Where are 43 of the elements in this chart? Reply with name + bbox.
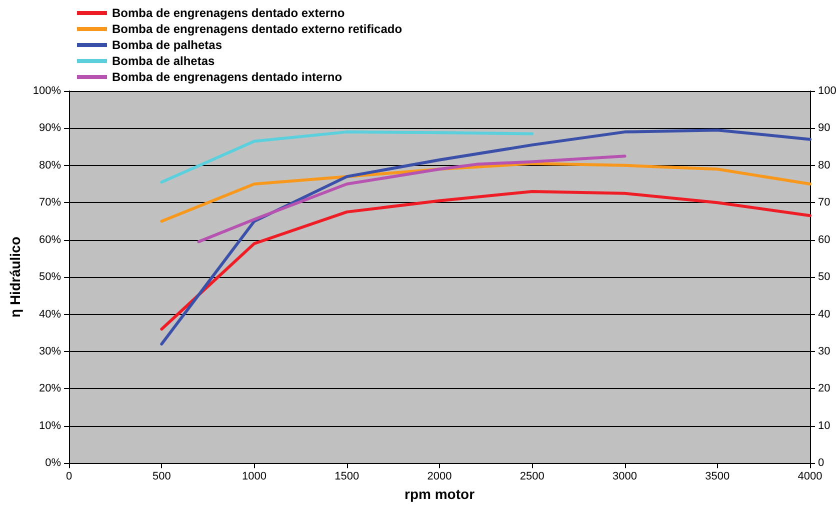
y2-tick-label: 0 <box>818 457 824 470</box>
x-tick-label: 500 <box>152 470 171 483</box>
x-tick-label: 1500 <box>334 470 360 483</box>
legend-label: Bomba de alhetas <box>112 54 216 68</box>
x-tick-label: 2000 <box>427 470 452 483</box>
x-tick-label: 3000 <box>612 470 637 483</box>
x-tick-label: 3500 <box>705 470 730 483</box>
legend-label: Bomba de engrenagens dentado externo <box>112 6 345 20</box>
line-series <box>197 154 626 244</box>
y2-tick-label: 40 <box>818 308 830 320</box>
line-series <box>160 190 812 331</box>
y2-tick-label: 50 <box>818 271 830 284</box>
x-tick-label: 2500 <box>520 470 544 483</box>
legend-label: Bomba de palhetas <box>112 38 222 52</box>
y2-tick-label: 80 <box>818 159 830 172</box>
line-series <box>160 162 812 223</box>
legend-label: Bomba de engrenagens dentado interno <box>112 70 342 84</box>
x-tick-label: 1000 <box>242 470 267 483</box>
y-tick-label: 100% <box>32 85 62 97</box>
y2-tick-label: 10 <box>818 420 830 432</box>
line-series <box>160 130 534 184</box>
x-axis-title: rpm motor <box>404 486 476 502</box>
y2-tick-label: 20 <box>818 382 830 395</box>
y2-tick-label: 100 <box>818 85 836 97</box>
y-tick-label: 70% <box>39 196 62 209</box>
y2-tick-label: 90 <box>818 122 830 134</box>
line-series <box>160 128 812 346</box>
y-axis-title: η Hidráulico <box>7 236 23 318</box>
y-tick-label: 90% <box>39 122 62 134</box>
y-tick-label: 40% <box>39 308 62 320</box>
y2-tick-label: 60 <box>818 234 830 246</box>
y-tick-label: 50% <box>39 271 62 284</box>
y2-tick-label: 70 <box>818 196 830 209</box>
y-tick-label: 80% <box>39 159 62 172</box>
x-tick-label: 4000 <box>798 470 822 483</box>
x-tick-label: 0 <box>66 470 72 483</box>
y-tick-label: 60% <box>39 234 62 246</box>
y2-tick-label: 30 <box>818 345 830 358</box>
y-tick-label: 0% <box>45 457 62 470</box>
legend-label: Bomba de engrenagens dentado externo retificado <box>112 22 402 36</box>
y-tick-label: 20% <box>39 382 62 395</box>
y-tick-label: 30% <box>39 345 62 358</box>
y-tick-label: 10% <box>39 420 62 432</box>
